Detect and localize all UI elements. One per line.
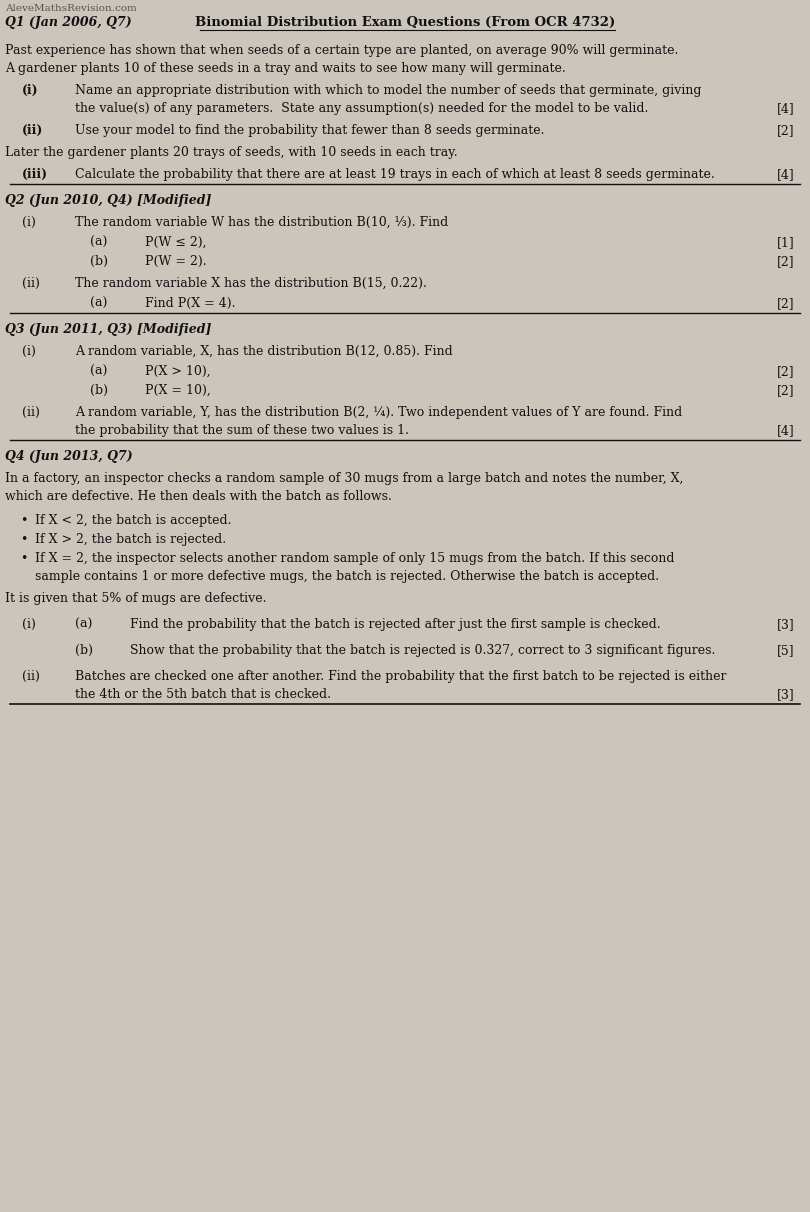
Text: Binomial Distribution Exam Questions (From OCR 4732): Binomial Distribution Exam Questions (Fr… <box>195 16 615 29</box>
Text: Find P(X = 4).: Find P(X = 4). <box>145 297 236 310</box>
Text: [5]: [5] <box>778 644 795 657</box>
Text: [3]: [3] <box>778 618 795 631</box>
Text: [2]: [2] <box>778 365 795 378</box>
Text: (a): (a) <box>75 618 92 631</box>
Text: Q4 (Jun 2013, Q7): Q4 (Jun 2013, Q7) <box>5 450 133 463</box>
Text: •: • <box>20 551 28 565</box>
Text: P(X = 10),: P(X = 10), <box>145 384 211 398</box>
Text: sample contains 1 or more defective mugs, the batch is rejected. Otherwise the b: sample contains 1 or more defective mugs… <box>35 570 659 583</box>
Text: [3]: [3] <box>778 688 795 701</box>
Text: A random variable, Y, has the distribution B(2, ¼). Two independent values of Y : A random variable, Y, has the distributi… <box>75 406 682 419</box>
Text: The random variable X has the distribution B(15, 0.22).: The random variable X has the distributi… <box>75 278 427 290</box>
Text: the probability that the sum of these two values is 1.: the probability that the sum of these tw… <box>75 424 409 438</box>
Text: [2]: [2] <box>778 124 795 137</box>
Text: Later the gardener plants 20 trays of seeds, with 10 seeds in each tray.: Later the gardener plants 20 trays of se… <box>5 145 458 159</box>
Text: [2]: [2] <box>778 297 795 310</box>
Text: [2]: [2] <box>778 384 795 398</box>
Text: the value(s) of any parameters.  State any assumption(s) needed for the model to: the value(s) of any parameters. State an… <box>75 102 648 115</box>
Text: P(W = 2).: P(W = 2). <box>145 255 207 268</box>
Text: (i): (i) <box>22 618 36 631</box>
Text: If X > 2, the batch is rejected.: If X > 2, the batch is rejected. <box>35 533 226 545</box>
Text: (b): (b) <box>75 644 93 657</box>
Text: Show that the probability that the batch is rejected is 0.327, correct to 3 sign: Show that the probability that the batch… <box>130 644 715 657</box>
Text: [4]: [4] <box>778 102 795 115</box>
Text: (iii): (iii) <box>22 168 48 181</box>
Text: [4]: [4] <box>778 168 795 181</box>
Text: the 4th or the 5th batch that is checked.: the 4th or the 5th batch that is checked… <box>75 688 331 701</box>
Text: A gardener plants 10 of these seeds in a tray and waits to see how many will ger: A gardener plants 10 of these seeds in a… <box>5 62 565 75</box>
Text: (ii): (ii) <box>22 406 40 419</box>
Text: Use your model to find the probability that fewer than 8 seeds germinate.: Use your model to find the probability t… <box>75 124 544 137</box>
Text: Batches are checked one after another. Find the probability that the first batch: Batches are checked one after another. F… <box>75 670 727 684</box>
Text: (b): (b) <box>90 384 108 398</box>
Text: Q2 (Jun 2010, Q4) [Modified]: Q2 (Jun 2010, Q4) [Modified] <box>5 194 211 207</box>
Text: [1]: [1] <box>778 236 795 248</box>
Text: [2]: [2] <box>778 255 795 268</box>
Text: •: • <box>20 533 28 545</box>
Text: P(W ≤ 2),: P(W ≤ 2), <box>145 236 207 248</box>
Text: (ii): (ii) <box>22 124 44 137</box>
Text: (i): (i) <box>22 84 39 97</box>
Text: (ii): (ii) <box>22 670 40 684</box>
Text: Name an appropriate distribution with which to model the number of seeds that ge: Name an appropriate distribution with wh… <box>75 84 701 97</box>
Text: It is given that 5% of mugs are defective.: It is given that 5% of mugs are defectiv… <box>5 591 266 605</box>
Text: A random variable, X, has the distribution B(12, 0.85). Find: A random variable, X, has the distributi… <box>75 345 453 358</box>
Text: Q1 (Jan 2006, Q7): Q1 (Jan 2006, Q7) <box>5 16 131 29</box>
Text: [4]: [4] <box>778 424 795 438</box>
Text: (a): (a) <box>90 236 108 248</box>
Text: (ii): (ii) <box>22 278 40 290</box>
Text: Calculate the probability that there are at least 19 trays in each of which at l: Calculate the probability that there are… <box>75 168 714 181</box>
Text: If X = 2, the inspector selects another random sample of only 15 mugs from the b: If X = 2, the inspector selects another … <box>35 551 675 565</box>
Text: Q3 (Jun 2011, Q3) [Modified]: Q3 (Jun 2011, Q3) [Modified] <box>5 324 211 336</box>
Text: (a): (a) <box>90 297 108 310</box>
Text: If X < 2, the batch is accepted.: If X < 2, the batch is accepted. <box>35 514 232 527</box>
Text: The random variable W has the distribution B(10, ⅓). Find: The random variable W has the distributi… <box>75 216 448 229</box>
Text: (a): (a) <box>90 365 108 378</box>
Text: Past experience has shown that when seeds of a certain type are planted, on aver: Past experience has shown that when seed… <box>5 44 679 57</box>
Text: AleveMathsRevision.com: AleveMathsRevision.com <box>5 4 137 13</box>
Text: (b): (b) <box>90 255 108 268</box>
Text: (i): (i) <box>22 345 36 358</box>
Text: which are defective. He then deals with the batch as follows.: which are defective. He then deals with … <box>5 490 392 503</box>
Text: (i): (i) <box>22 216 36 229</box>
Text: In a factory, an inspector checks a random sample of 30 mugs from a large batch : In a factory, an inspector checks a rand… <box>5 471 684 485</box>
Text: •: • <box>20 514 28 527</box>
Text: Find the probability that the batch is rejected after just the first sample is c: Find the probability that the batch is r… <box>130 618 661 631</box>
Text: P(X > 10),: P(X > 10), <box>145 365 211 378</box>
